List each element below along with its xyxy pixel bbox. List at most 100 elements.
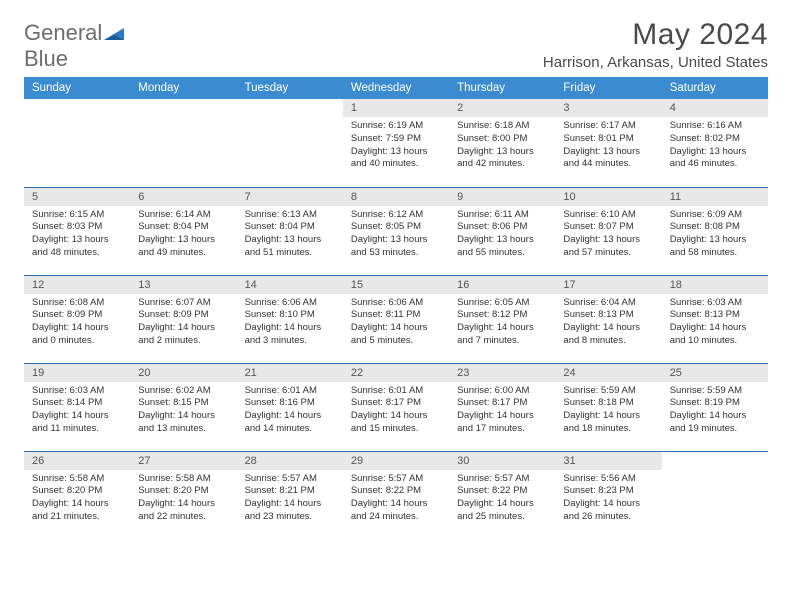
location: Harrison, Arkansas, United States [543, 54, 768, 71]
day-details: Sunrise: 6:02 AMSunset: 8:15 PMDaylight:… [130, 382, 236, 440]
day-number: 24 [555, 364, 661, 382]
logo: General Blue [24, 22, 128, 71]
day-details: Sunrise: 6:04 AMSunset: 8:13 PMDaylight:… [555, 294, 661, 352]
day-details: Sunrise: 6:12 AMSunset: 8:05 PMDaylight:… [343, 206, 449, 264]
calendar-cell: 1Sunrise: 6:19 AMSunset: 7:59 PMDaylight… [343, 99, 449, 187]
day-details: Sunrise: 5:56 AMSunset: 8:23 PMDaylight:… [555, 470, 661, 528]
day-header: Sunday [24, 77, 130, 99]
calendar-cell: 19Sunrise: 6:03 AMSunset: 8:14 PMDayligh… [24, 363, 130, 451]
day-number: 21 [237, 364, 343, 382]
day-details: Sunrise: 6:18 AMSunset: 8:00 PMDaylight:… [449, 117, 555, 175]
calendar-cell: 7Sunrise: 6:13 AMSunset: 8:04 PMDaylight… [237, 187, 343, 275]
day-details: Sunrise: 6:06 AMSunset: 8:10 PMDaylight:… [237, 294, 343, 352]
day-number: 26 [24, 452, 130, 470]
day-number: 19 [24, 364, 130, 382]
calendar-cell: 24Sunrise: 5:59 AMSunset: 8:18 PMDayligh… [555, 363, 661, 451]
day-number: 10 [555, 188, 661, 206]
day-details: Sunrise: 5:58 AMSunset: 8:20 PMDaylight:… [24, 470, 130, 528]
day-details: Sunrise: 6:06 AMSunset: 8:11 PMDaylight:… [343, 294, 449, 352]
calendar-cell: 31Sunrise: 5:56 AMSunset: 8:23 PMDayligh… [555, 451, 661, 539]
day-number: 29 [343, 452, 449, 470]
calendar-cell: 3Sunrise: 6:17 AMSunset: 8:01 PMDaylight… [555, 99, 661, 187]
calendar-cell: 5Sunrise: 6:15 AMSunset: 8:03 PMDaylight… [24, 187, 130, 275]
calendar-cell: 20Sunrise: 6:02 AMSunset: 8:15 PMDayligh… [130, 363, 236, 451]
header: General Blue May 2024 Harrison, Arkansas… [24, 18, 768, 71]
day-details: Sunrise: 5:57 AMSunset: 8:22 PMDaylight:… [343, 470, 449, 528]
day-number: 23 [449, 364, 555, 382]
day-details: Sunrise: 6:05 AMSunset: 8:12 PMDaylight:… [449, 294, 555, 352]
day-number: 11 [662, 188, 768, 206]
calendar-cell: 26Sunrise: 5:58 AMSunset: 8:20 PMDayligh… [24, 451, 130, 539]
day-number: 14 [237, 276, 343, 294]
title-block: May 2024 Harrison, Arkansas, United Stat… [543, 18, 768, 71]
calendar-cell: 28Sunrise: 5:57 AMSunset: 8:21 PMDayligh… [237, 451, 343, 539]
day-number: 1 [343, 99, 449, 117]
day-header-row: SundayMondayTuesdayWednesdayThursdayFrid… [24, 77, 768, 99]
calendar-cell: 15Sunrise: 6:06 AMSunset: 8:11 PMDayligh… [343, 275, 449, 363]
calendar-cell: 22Sunrise: 6:01 AMSunset: 8:17 PMDayligh… [343, 363, 449, 451]
calendar-table: SundayMondayTuesdayWednesdayThursdayFrid… [24, 77, 768, 539]
day-number: 4 [662, 99, 768, 117]
calendar-cell: 12Sunrise: 6:08 AMSunset: 8:09 PMDayligh… [24, 275, 130, 363]
day-details: Sunrise: 6:17 AMSunset: 8:01 PMDaylight:… [555, 117, 661, 175]
day-details: Sunrise: 6:00 AMSunset: 8:17 PMDaylight:… [449, 382, 555, 440]
day-number: 28 [237, 452, 343, 470]
calendar-cell: 30Sunrise: 5:57 AMSunset: 8:22 PMDayligh… [449, 451, 555, 539]
day-details: Sunrise: 6:01 AMSunset: 8:17 PMDaylight:… [343, 382, 449, 440]
day-details: Sunrise: 6:03 AMSunset: 8:14 PMDaylight:… [24, 382, 130, 440]
calendar-row: 5Sunrise: 6:15 AMSunset: 8:03 PMDaylight… [24, 187, 768, 275]
calendar-cell [130, 99, 236, 187]
calendar-row: 1Sunrise: 6:19 AMSunset: 7:59 PMDaylight… [24, 99, 768, 187]
calendar-cell: 11Sunrise: 6:09 AMSunset: 8:08 PMDayligh… [662, 187, 768, 275]
day-number: 17 [555, 276, 661, 294]
calendar-cell [662, 451, 768, 539]
calendar-cell: 16Sunrise: 6:05 AMSunset: 8:12 PMDayligh… [449, 275, 555, 363]
calendar-cell: 8Sunrise: 6:12 AMSunset: 8:05 PMDaylight… [343, 187, 449, 275]
day-details: Sunrise: 6:08 AMSunset: 8:09 PMDaylight:… [24, 294, 130, 352]
logo-word2: Blue [24, 46, 68, 71]
day-header: Saturday [662, 77, 768, 99]
day-number: 2 [449, 99, 555, 117]
day-details: Sunrise: 5:59 AMSunset: 8:19 PMDaylight:… [662, 382, 768, 440]
day-number: 7 [237, 188, 343, 206]
day-details: Sunrise: 6:01 AMSunset: 8:16 PMDaylight:… [237, 382, 343, 440]
calendar-cell: 2Sunrise: 6:18 AMSunset: 8:00 PMDaylight… [449, 99, 555, 187]
day-details: Sunrise: 6:11 AMSunset: 8:06 PMDaylight:… [449, 206, 555, 264]
calendar-cell: 17Sunrise: 6:04 AMSunset: 8:13 PMDayligh… [555, 275, 661, 363]
day-details: Sunrise: 6:13 AMSunset: 8:04 PMDaylight:… [237, 206, 343, 264]
calendar-cell: 6Sunrise: 6:14 AMSunset: 8:04 PMDaylight… [130, 187, 236, 275]
calendar-cell: 27Sunrise: 5:58 AMSunset: 8:20 PMDayligh… [130, 451, 236, 539]
day-number: 16 [449, 276, 555, 294]
day-header: Thursday [449, 77, 555, 99]
calendar-cell: 9Sunrise: 6:11 AMSunset: 8:06 PMDaylight… [449, 187, 555, 275]
logo-word1: General [24, 20, 102, 45]
day-number: 6 [130, 188, 236, 206]
day-details: Sunrise: 6:10 AMSunset: 8:07 PMDaylight:… [555, 206, 661, 264]
day-number: 22 [343, 364, 449, 382]
calendar-cell: 13Sunrise: 6:07 AMSunset: 8:09 PMDayligh… [130, 275, 236, 363]
day-header: Monday [130, 77, 236, 99]
calendar-cell: 21Sunrise: 6:01 AMSunset: 8:16 PMDayligh… [237, 363, 343, 451]
day-details: Sunrise: 5:57 AMSunset: 8:21 PMDaylight:… [237, 470, 343, 528]
calendar-row: 19Sunrise: 6:03 AMSunset: 8:14 PMDayligh… [24, 363, 768, 451]
month-title: May 2024 [543, 18, 768, 52]
day-number: 15 [343, 276, 449, 294]
calendar-cell: 18Sunrise: 6:03 AMSunset: 8:13 PMDayligh… [662, 275, 768, 363]
calendar-cell: 4Sunrise: 6:16 AMSunset: 8:02 PMDaylight… [662, 99, 768, 187]
day-header: Friday [555, 77, 661, 99]
day-number: 25 [662, 364, 768, 382]
day-details: Sunrise: 6:19 AMSunset: 7:59 PMDaylight:… [343, 117, 449, 175]
calendar-cell: 23Sunrise: 6:00 AMSunset: 8:17 PMDayligh… [449, 363, 555, 451]
day-number: 5 [24, 188, 130, 206]
day-number: 20 [130, 364, 236, 382]
day-number: 27 [130, 452, 236, 470]
calendar-cell: 25Sunrise: 5:59 AMSunset: 8:19 PMDayligh… [662, 363, 768, 451]
day-number: 9 [449, 188, 555, 206]
logo-triangle-icon [104, 26, 128, 40]
day-details: Sunrise: 6:15 AMSunset: 8:03 PMDaylight:… [24, 206, 130, 264]
day-details: Sunrise: 6:14 AMSunset: 8:04 PMDaylight:… [130, 206, 236, 264]
day-header: Tuesday [237, 77, 343, 99]
day-details: Sunrise: 6:09 AMSunset: 8:08 PMDaylight:… [662, 206, 768, 264]
day-number: 30 [449, 452, 555, 470]
day-number: 8 [343, 188, 449, 206]
